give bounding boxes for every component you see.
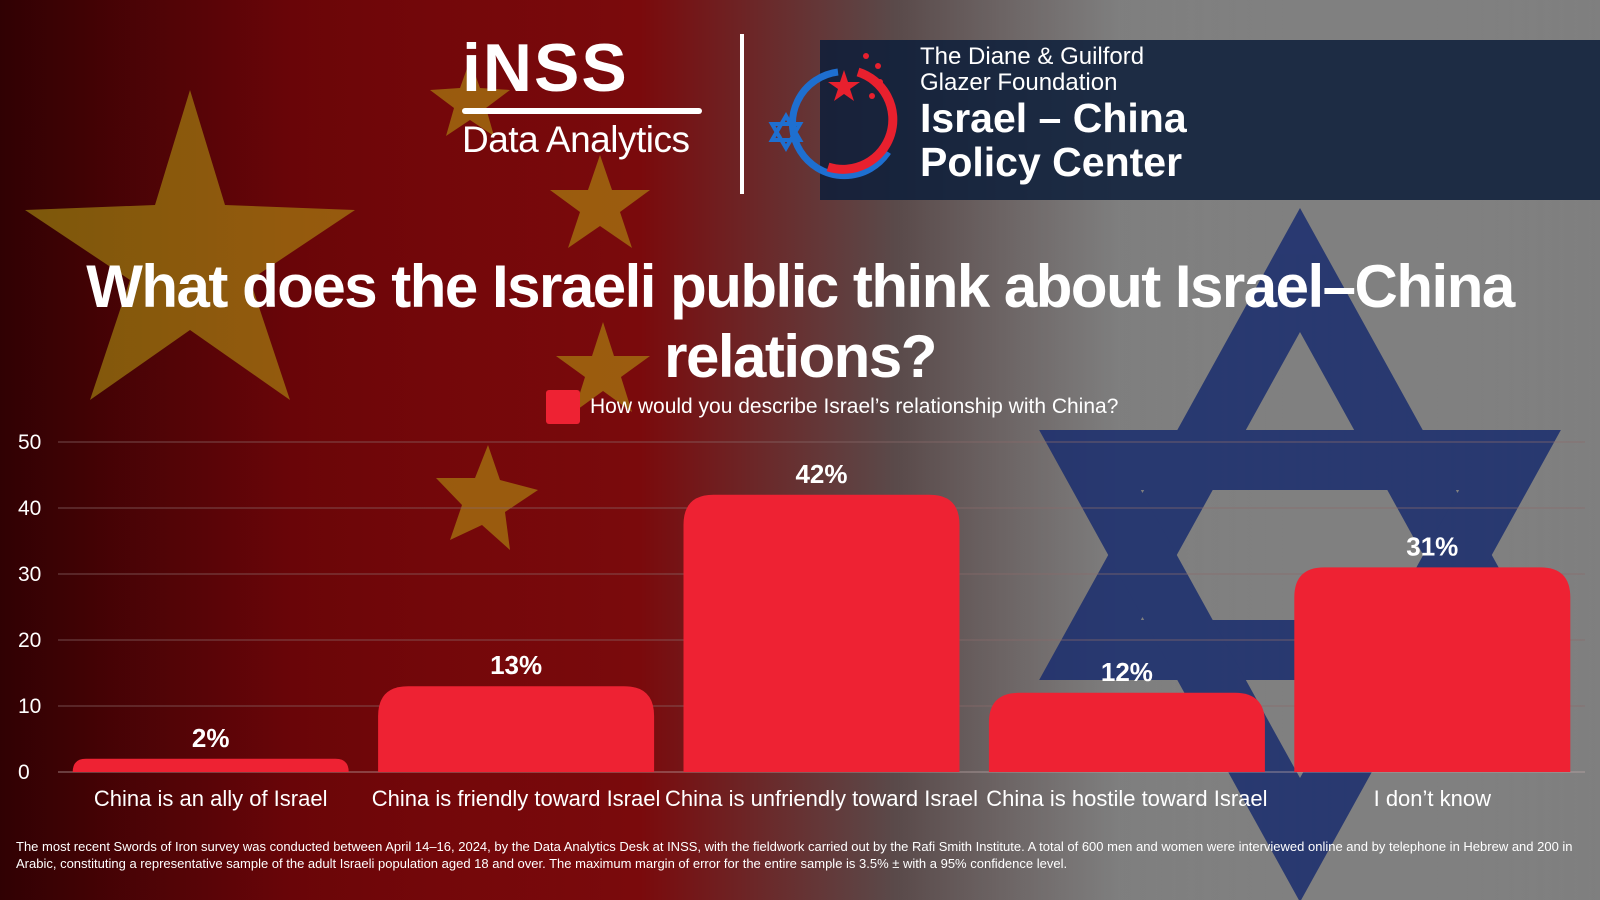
- legend-swatch: [546, 390, 580, 424]
- inss-subtitle: Data Analytics: [462, 119, 690, 160]
- bar-chart: 0 10 20 30 40 50 2% China is an ally of Israel 1…: [18, 431, 1585, 811]
- category-label: China is an ally of Israel: [94, 786, 328, 811]
- bar: [72, 758, 349, 772]
- chart-legend: How would you describe Israel’s relation…: [546, 390, 1118, 424]
- inss-logo: iNSS Data Analytics: [462, 34, 710, 162]
- y-tick-label: 30: [18, 563, 41, 586]
- bar: [1294, 567, 1571, 772]
- israel-china-emblem-icon: [768, 53, 898, 180]
- data-label: 13%: [490, 650, 542, 680]
- header-divider: [740, 34, 744, 194]
- header: iNSS Data Analytics The Diane & Guilford…: [0, 0, 1600, 220]
- foundation-name-line1: The Diane & Guilford: [920, 43, 1145, 70]
- data-label: 42%: [795, 459, 847, 489]
- category-label: China is hostile toward Israel: [986, 786, 1267, 811]
- center-name-line2: Policy Center: [920, 139, 1183, 185]
- inss-wordmark: iNSS: [462, 30, 629, 106]
- foundation-name-line2: Glazer Foundation: [920, 69, 1118, 96]
- bar: [988, 692, 1265, 772]
- data-label: 31%: [1406, 531, 1458, 561]
- data-label: 12%: [1101, 657, 1153, 687]
- y-tick-label: 10: [18, 695, 41, 718]
- legend-label: How would you describe Israel’s relation…: [590, 395, 1119, 418]
- category-label: I don’t know: [1374, 786, 1492, 811]
- data-label: 2%: [192, 723, 230, 753]
- bar: [683, 494, 960, 772]
- center-name-line1: Israel – China: [920, 95, 1187, 141]
- bar: [378, 686, 655, 772]
- survey-footnote: The most recent Swords of Iron survey wa…: [16, 839, 1573, 871]
- category-label: China is unfriendly toward Israel: [665, 786, 978, 811]
- page-title: What does the Israeli public think about…: [86, 253, 1515, 390]
- y-tick-label: 40: [18, 497, 41, 520]
- category-label: China is friendly toward Israel: [372, 786, 661, 811]
- y-tick-label: 50: [18, 431, 41, 454]
- inss-logo-bar: [462, 108, 702, 114]
- y-tick-label: 20: [18, 629, 41, 652]
- policy-center-logo: The Diane & Guilford Glazer Foundation I…: [920, 43, 1187, 185]
- y-tick-label: 0: [18, 761, 30, 784]
